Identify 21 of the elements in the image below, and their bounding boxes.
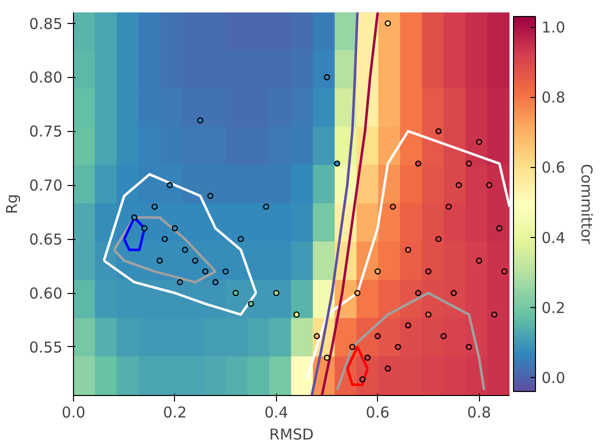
x-tick-label: 0.2 [162, 404, 187, 422]
color-bar-label: 0.0 [542, 368, 566, 387]
x-axis-title: RMSD [269, 426, 314, 444]
x-tick-label: 0.4 [264, 404, 288, 422]
color-bar-label: 1.0 [542, 18, 566, 37]
y-tick-label: 0.70 [29, 176, 63, 195]
y-tick-label: 0.60 [29, 284, 63, 303]
color-bar-label: 0.2 [542, 298, 566, 317]
y-tick-label: 0.65 [29, 230, 63, 249]
x-tick-label: 0.0 [62, 404, 86, 422]
color-bar-label: 0.6 [542, 158, 566, 177]
color-bar-label: 0.4 [542, 228, 566, 247]
y-tick-label: 0.75 [29, 122, 63, 141]
x-tick-label: 0.6 [366, 404, 390, 422]
y-tick-label: 0.85 [29, 14, 63, 33]
x-tick-label: 0.8 [467, 404, 492, 422]
y-axis-title: Rg [3, 194, 22, 214]
y-tick-label: 0.80 [29, 68, 63, 87]
y-tick-label: 0.55 [29, 338, 63, 356]
color-bar-title: Committor [578, 164, 596, 245]
color-bar-label: 0.8 [542, 88, 566, 107]
